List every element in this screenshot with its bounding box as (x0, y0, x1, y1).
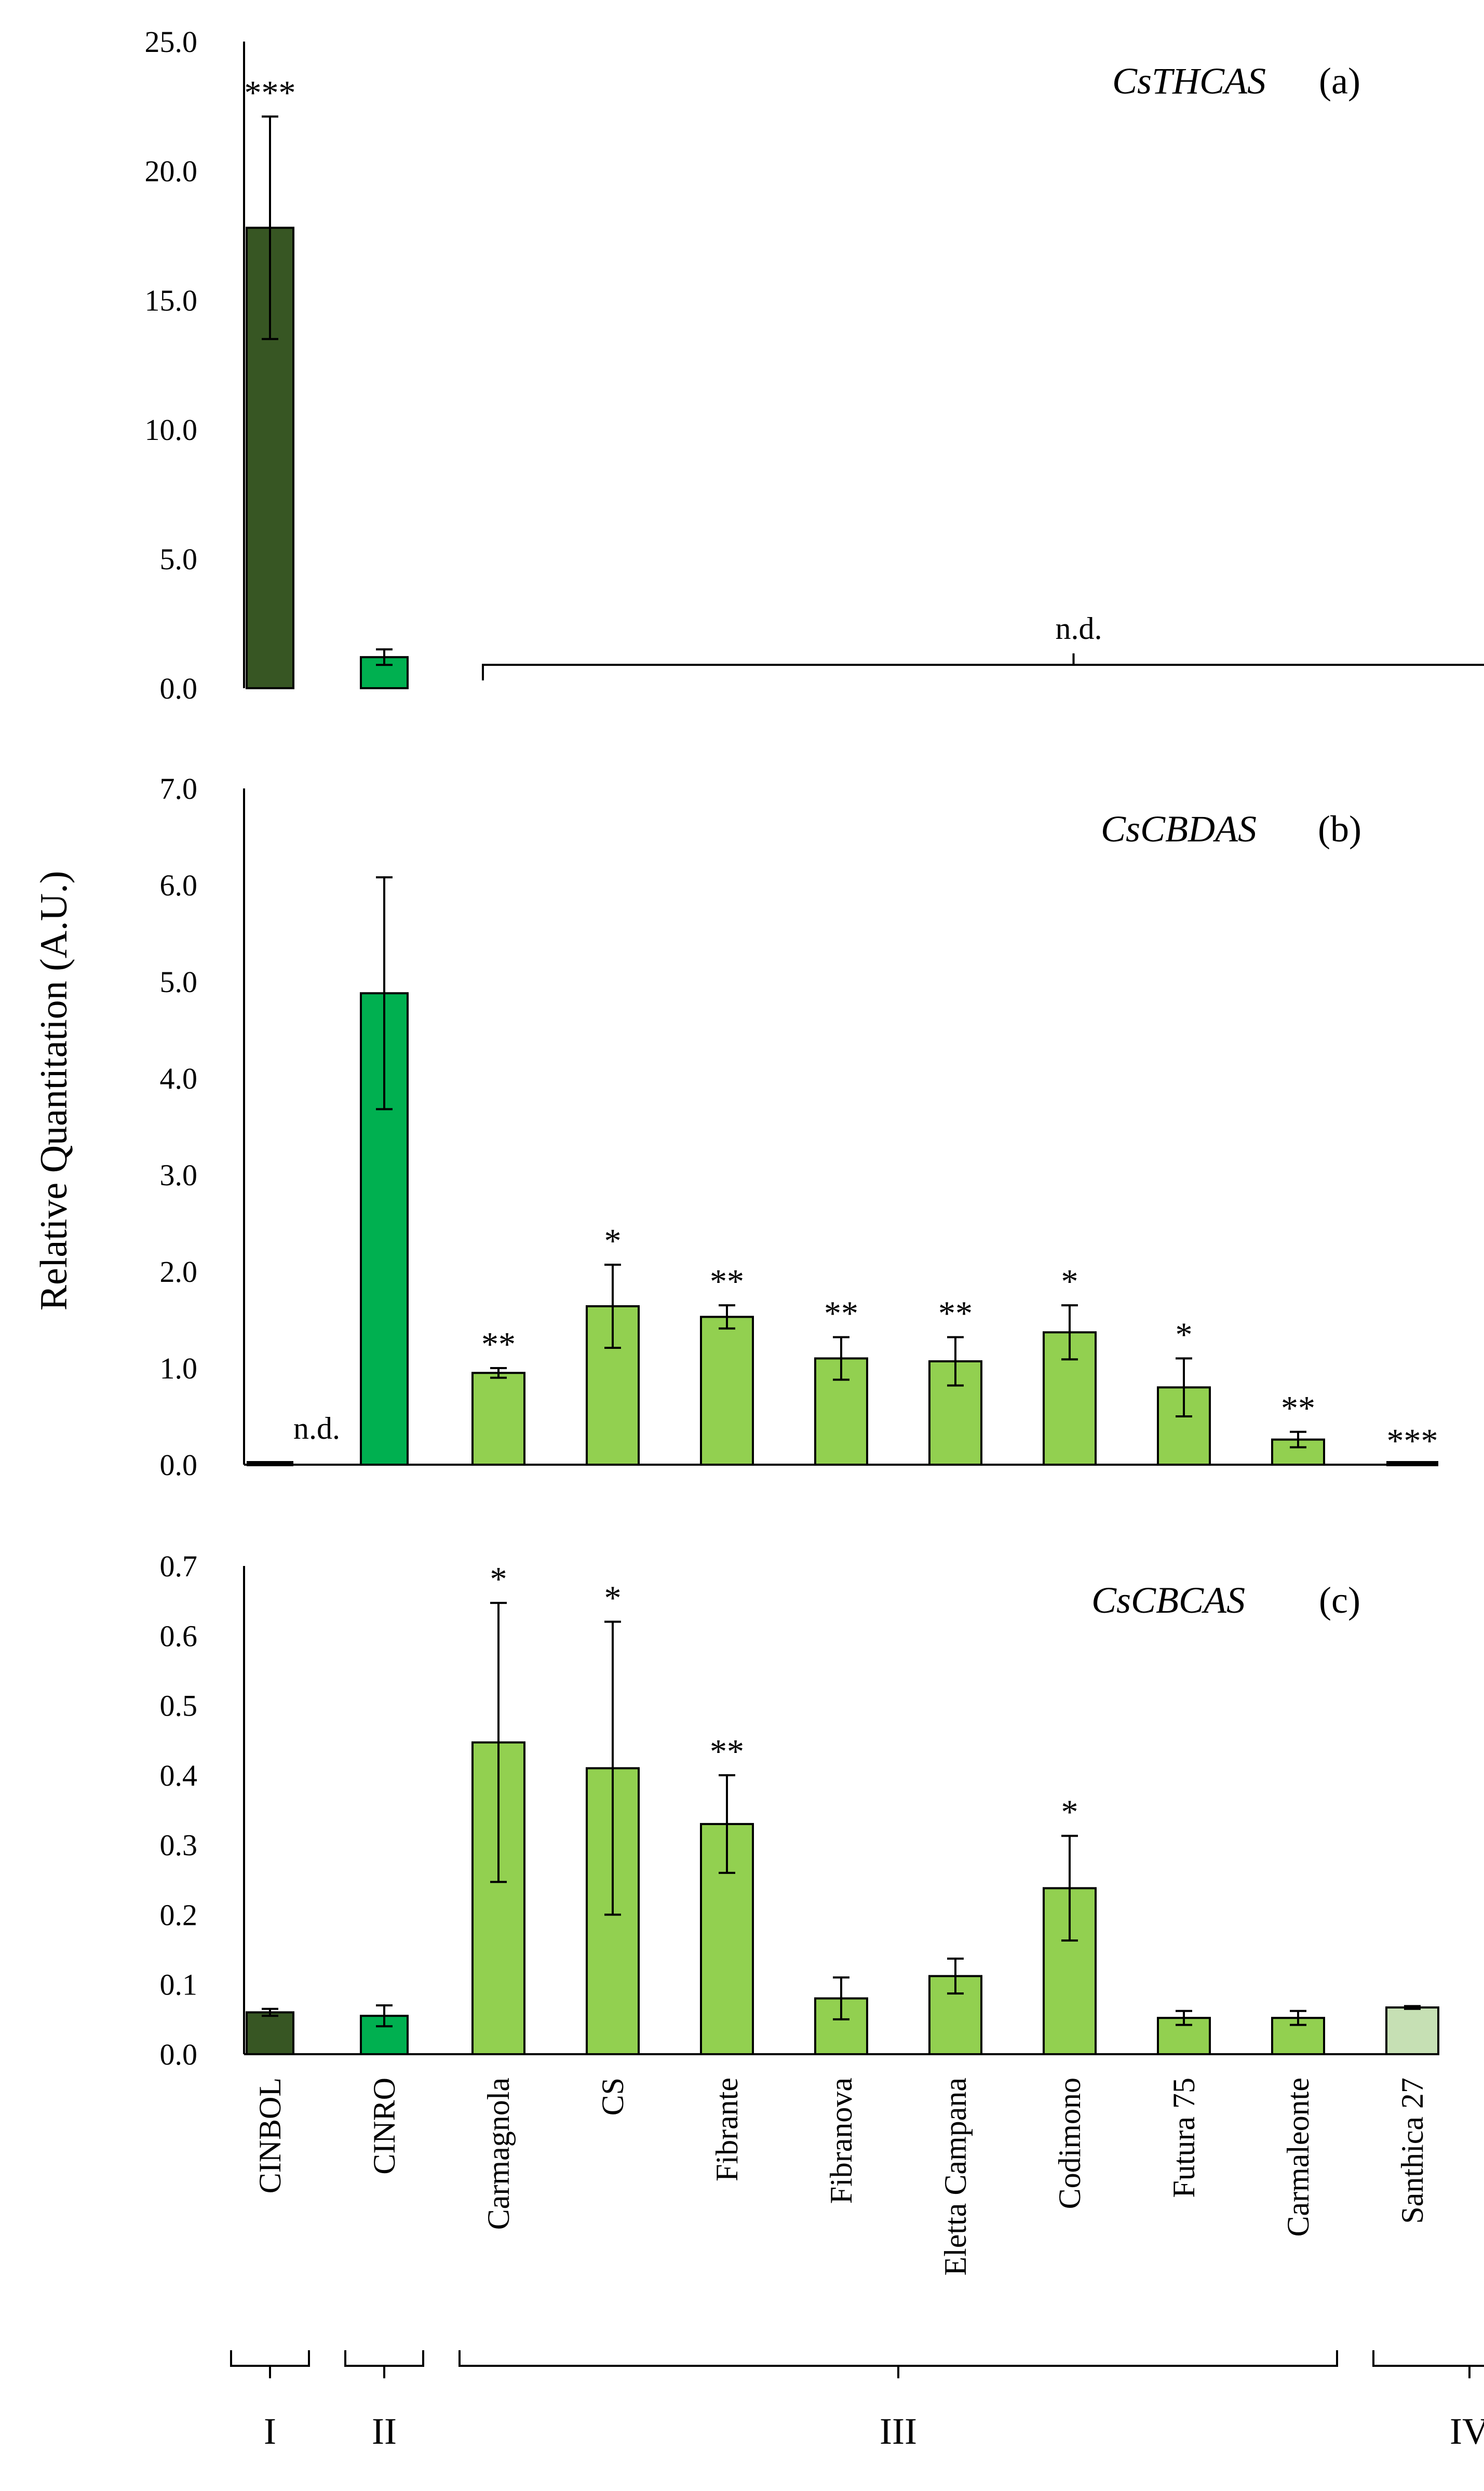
category-label: Fibranova (824, 2078, 858, 2204)
y-tick-label: 0.6 (160, 1619, 198, 1653)
significance-marker: * (1061, 1793, 1078, 1831)
significance-marker: ** (824, 1294, 858, 1332)
y-tick-label: 0.5 (160, 1689, 198, 1723)
y-tick-label: 25.0 (145, 25, 198, 59)
significance-marker: ** (710, 1733, 744, 1771)
gene-title: CsCBDAS (1101, 808, 1257, 850)
bar (1385, 2006, 1439, 2055)
significance-marker: * (1061, 1263, 1078, 1301)
group-bracket (230, 2350, 310, 2378)
gene-title: CsTHCAS (1112, 60, 1266, 102)
group-label: III (880, 2410, 917, 2452)
significance-marker: * (1176, 1316, 1193, 1354)
y-tick-label: 0.3 (160, 1828, 198, 1862)
y-tick-label: 3.0 (160, 1158, 198, 1192)
bar (1043, 1331, 1097, 1466)
category-label: Futura 75 (1167, 2078, 1201, 2198)
category-label: Fibrante (710, 2078, 744, 2181)
category-label: Eletta Campana (938, 2078, 973, 2276)
y-tick-label: 0.2 (160, 1898, 198, 1932)
y-tick-label: 2.0 (160, 1255, 198, 1289)
group-bracket (344, 2350, 424, 2378)
y-tick-label: 1.0 (160, 1351, 198, 1385)
significance-marker: ** (710, 1263, 744, 1301)
not-detected-label: n.d. (1056, 611, 1102, 646)
panel-c: 0.00.10.20.30.40.50.60.7CsCBCAS(c)******… (160, 1549, 1439, 2071)
not-detected-label: n.d. (293, 1411, 340, 1445)
category-label: CINBOL (253, 2078, 287, 2193)
group-brackets: IIIIIIIVV (230, 2350, 1484, 2452)
bar (700, 1316, 754, 1466)
category-label: CS (596, 2078, 630, 2115)
y-tick-label: 4.0 (160, 1062, 198, 1095)
panel-label: (a) (1319, 60, 1360, 102)
group-label: II (372, 2410, 397, 2452)
significance-marker: *** (1387, 1422, 1438, 1460)
category-label: CINRO (367, 2078, 401, 2175)
y-tick-label: 0.1 (160, 1968, 198, 2002)
significance-marker: * (604, 1222, 622, 1260)
category-label: Codimono (1053, 2078, 1087, 2209)
group-label: I (264, 2410, 276, 2452)
significance-marker: ** (1281, 1389, 1315, 1427)
significance-marker: ** (481, 1325, 516, 1363)
group-bracket (458, 2350, 1338, 2378)
significance-marker: * (490, 1560, 507, 1598)
y-tick-label: 5.0 (160, 542, 198, 576)
category-label: Santhica 27 (1395, 2078, 1429, 2224)
y-tick-label: 15.0 (145, 284, 198, 317)
group-label: IV (1450, 2410, 1484, 2452)
gene-title: CsCBCAS (1091, 1579, 1245, 1621)
y-tick-label: 0.4 (160, 1759, 198, 1792)
y-axis-label: Relative Quantitation (A.U.) (33, 871, 75, 1311)
panel-label: (c) (1319, 1579, 1360, 1621)
y-tick-label: 0.7 (160, 1549, 198, 1583)
panel-a: 0.0 5.0 10.0 15.0 20.0 25.0 CsTHCAS (a) *** n.d. (145, 25, 1484, 705)
significance-marker: * (604, 1579, 622, 1617)
category-label: Carmagnola (481, 2078, 516, 2230)
nd-bracket (482, 653, 1484, 680)
y-tick-label: 10.0 (145, 413, 198, 447)
y-tick-label: 6.0 (160, 868, 198, 902)
y-tick-label: 5.0 (160, 965, 198, 999)
y-tick-label: 0.0 (160, 672, 198, 705)
y-tick-label: 20.0 (145, 154, 198, 188)
y-tick-label: 0.0 (160, 2038, 198, 2071)
group-bracket (1372, 2350, 1484, 2378)
y-tick-label: 0.0 (160, 1448, 198, 1482)
category-labels: CINBOL CINRO Carmagnola CS Fibrante Fibranova… (253, 2078, 1429, 2276)
significance-marker: ** (938, 1294, 973, 1332)
panel-label: (b) (1318, 808, 1361, 850)
significance-marker: *** (245, 74, 296, 112)
category-label: Carmaleonte (1281, 2078, 1315, 2237)
y-tick-label: 7.0 (160, 772, 198, 806)
bar (246, 2011, 294, 2055)
bar (471, 1372, 525, 1466)
